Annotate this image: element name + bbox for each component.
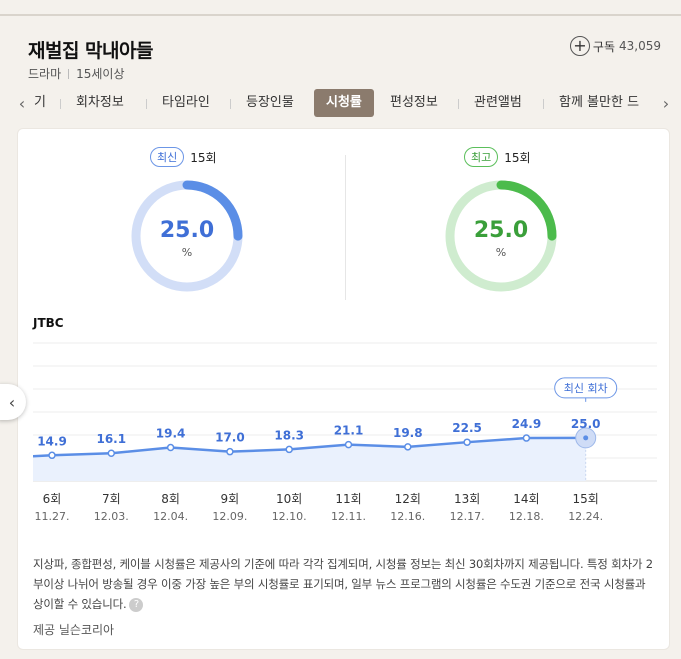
tab-divider — [230, 99, 231, 109]
tab-timeline[interactable]: 타임라인 — [162, 95, 210, 110]
latest-rating-donut: 25.0 % — [129, 178, 245, 294]
tab-cut-left[interactable]: 기 — [34, 95, 46, 110]
x-tick-label: 6회 — [43, 492, 62, 506]
data-point — [48, 451, 56, 460]
tab-schedule[interactable]: 편성정보 — [390, 95, 438, 110]
best-rating-donut: 25.0 % — [443, 178, 559, 294]
tab-albums[interactable]: 관련앨범 — [474, 95, 522, 110]
broadcaster-label: JTBC — [33, 316, 64, 330]
x-date-label: 12.11. — [331, 510, 366, 523]
data-label: 17.0 — [215, 431, 245, 445]
latest-rating-value: 25.0 — [159, 218, 215, 243]
question-circle-icon[interactable]: ? — [129, 597, 144, 612]
data-label: 19.4 — [156, 427, 186, 441]
plus-circle-icon: + — [569, 36, 590, 56]
data-label: 14.9 — [37, 434, 67, 448]
tab-divider — [60, 99, 61, 109]
data-point — [166, 443, 175, 452]
ratings-note-text: 지상파, 종합편성, 케이블 시청률은 제공사의 기준에 따라 각각 집계되며,… — [33, 557, 653, 611]
best-episode: 15회 — [504, 150, 531, 165]
x-date-label: 12.09. — [212, 510, 247, 523]
x-tick-label: 8회 — [161, 492, 180, 506]
ratings-note: 지상파, 종합편성, 케이블 시청률은 제공사의 기준에 따라 각각 집계되며,… — [33, 554, 658, 614]
x-date-label: 12.24. — [568, 510, 603, 523]
subscribe-label: 구독 — [592, 39, 615, 54]
top-border — [0, 14, 681, 16]
x-tick-label: 15회 — [573, 492, 599, 506]
x-tick-label: 12회 — [395, 492, 421, 506]
best-rating-unit: % — [495, 246, 507, 259]
subscribe-button[interactable]: + 구독 43,059 — [569, 36, 661, 56]
tab-bar: ‹ 기 회차정보 타임라인 등장인물 시청률 편성정보 관련앨범 함께 볼만한 … — [0, 89, 681, 119]
x-tick-label: 13회 — [454, 492, 480, 506]
chevron-left-icon: ‹ — [8, 392, 16, 412]
x-tick-label: 9회 — [221, 492, 240, 506]
latest-rating-unit: % — [181, 246, 193, 259]
data-label: 24.9 — [512, 417, 542, 431]
data-label: 22.5 — [452, 421, 482, 435]
x-date-label: 12.04. — [153, 510, 188, 523]
tab-related-clip: 함께 볼만한 드 — [559, 89, 651, 117]
chevron-right-icon[interactable]: › — [662, 94, 670, 113]
summary-divider — [345, 155, 346, 300]
genre-label: 드라마 — [28, 67, 62, 81]
data-point — [404, 443, 412, 451]
program-title[interactable]: 재벌집 막내아들 — [28, 40, 153, 62]
x-date-label: 12.10. — [272, 510, 307, 523]
tab-divider — [543, 99, 544, 109]
tab-episodes[interactable]: 회차정보 — [76, 95, 124, 110]
program-meta: 드라마 15세이상 — [28, 65, 125, 82]
data-point — [285, 445, 293, 454]
data-source: 제공 닐슨코리아 — [33, 623, 115, 637]
data-point — [463, 438, 471, 446]
tab-divider — [458, 99, 459, 109]
best-rating-value: 25.0 — [473, 218, 529, 243]
best-badge: 최고 — [464, 147, 499, 167]
x-date-label: 12.03. — [94, 510, 129, 523]
x-tick-label: 10회 — [276, 492, 302, 506]
latest-episode-row: 최신 15회 — [150, 147, 217, 167]
x-date-label: 12.16. — [390, 510, 425, 523]
x-tick-label: 14회 — [513, 492, 539, 506]
meta-divider — [68, 68, 70, 79]
tab-divider — [146, 99, 147, 109]
ratings-line-chart: 14.9 6회 11.27. 16.1 7회 12.03. 19.4 8회 12.04. 17.0… — [33, 342, 657, 523]
data-label: 18.3 — [274, 428, 304, 442]
data-point — [226, 447, 234, 456]
data-point — [107, 449, 116, 457]
best-episode-row: 최고 15회 — [464, 147, 531, 167]
tab-cast[interactable]: 등장인물 — [246, 95, 294, 110]
tab-related-dramas[interactable]: 함께 볼만한 드 — [559, 95, 640, 110]
data-point — [522, 434, 531, 442]
ratings-card: 최신 15회 25.0 % 최고 15회 25.0 % JTBC 14.9 6회 1… — [17, 128, 670, 650]
program-header: 재벌집 막내아들 드라마 15세이상 + 구독 43,059 ‹ 기 회차정보 … — [0, 16, 681, 121]
x-date-label: 12.18. — [509, 510, 544, 523]
x-tick-label: 11회 — [335, 492, 361, 506]
latest-episode: 15회 — [190, 150, 217, 165]
data-label: 19.8 — [393, 426, 423, 440]
chevron-left-icon[interactable]: ‹ — [18, 94, 26, 113]
latest-donut-graphic — [131, 180, 243, 292]
x-tick-label: 7회 — [102, 492, 121, 506]
subscriber-count: 43,059 — [619, 39, 661, 53]
x-date-label: 11.27. — [35, 510, 70, 523]
data-label: 16.1 — [96, 432, 126, 446]
x-date-label: 12.17. — [450, 510, 485, 523]
latest-badge: 최신 — [150, 147, 185, 167]
age-rating-label: 15세이상 — [76, 67, 125, 81]
latest-episode-callout-label: 최신 회차 — [564, 382, 608, 395]
data-label: 25.0 — [571, 417, 601, 431]
data-label: 21.1 — [334, 424, 364, 438]
data-point — [344, 440, 353, 449]
tab-ratings[interactable]: 시청률 — [314, 89, 374, 117]
best-donut-graphic — [445, 180, 557, 292]
data-point — [583, 435, 589, 441]
